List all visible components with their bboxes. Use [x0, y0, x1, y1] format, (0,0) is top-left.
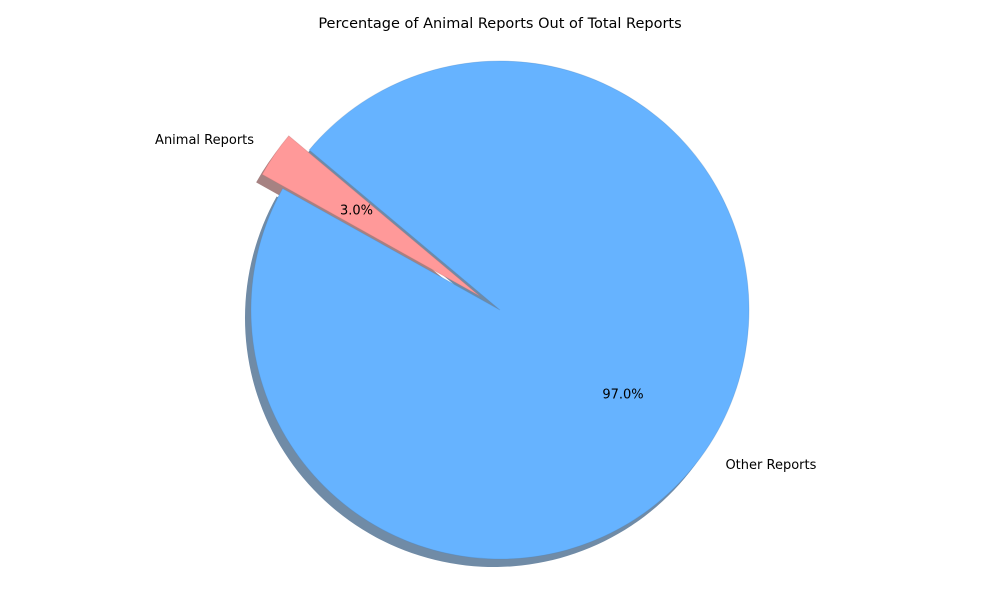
pie-slice-animal-reports	[261, 135, 480, 297]
pie-pct-label-other-reports: 97.0%	[602, 387, 643, 402]
pie-label-layer: 3.0% Animal Reports 97.0% Other Reports	[155, 133, 817, 473]
chart-title: Percentage of Animal Reports Out of Tota…	[318, 16, 681, 32]
pie-slice-layer	[250, 60, 750, 560]
pie-category-label-other-reports: Other Reports	[725, 458, 816, 473]
pie-category-label-animal-reports: Animal Reports	[155, 133, 254, 148]
pie-slice-other-reports	[250, 60, 750, 560]
pie-pct-label-animal-reports: 3.0%	[340, 204, 373, 219]
